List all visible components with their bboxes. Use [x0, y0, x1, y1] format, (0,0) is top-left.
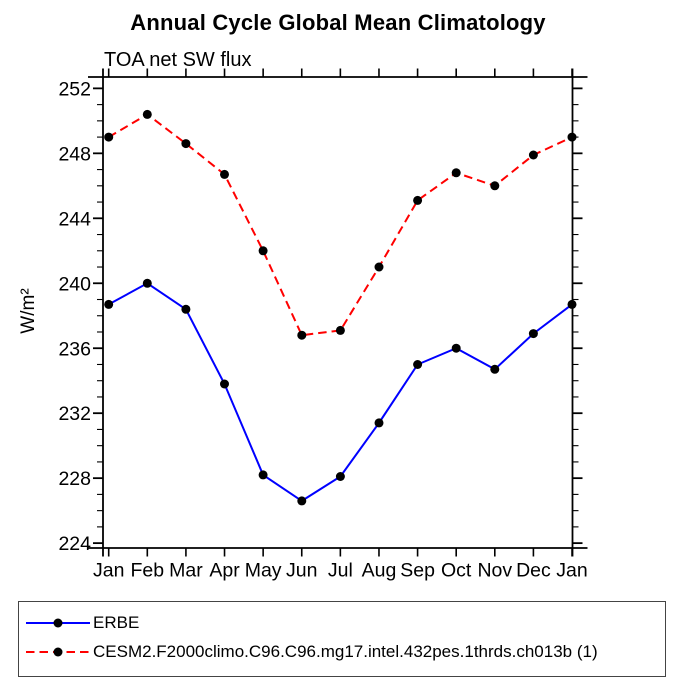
legend-item-cesm2: CESM2.F2000climo.C96.C96.mg17.intel.432p…: [25, 640, 598, 664]
y-axis-ticks: [93, 87, 583, 545]
plot-frame: [88, 68, 588, 557]
cesm2-line: [108, 113, 573, 337]
erbe-data-point-marker: [335, 472, 345, 481]
legend-item-erbe: ERBE: [25, 611, 139, 635]
x-tick-label: Feb: [131, 560, 165, 582]
erbe-data-point-marker: [413, 360, 423, 369]
y-tick-label: 228: [58, 468, 91, 490]
erbe-data-point-marker: [528, 329, 538, 339]
y-tick-label: 240: [58, 273, 91, 295]
chart-subtitle: TOA net SW flux: [104, 49, 252, 71]
x-tick-label: Dec: [516, 560, 551, 582]
cesm2-data-point-marker: [142, 109, 152, 119]
cesm2-data-point-marker: [258, 246, 268, 256]
x-tick-label: Nov: [477, 560, 512, 582]
series-markers: [104, 109, 577, 506]
cesm2-data-point-marker: [181, 139, 191, 149]
cesm2-data-point-marker: [104, 132, 114, 142]
erbe-data-point-marker: [142, 278, 152, 288]
cesm2-line-sample: [26, 647, 90, 657]
plot-area: 224 228 232 236 240 244 248 252 Jan Feb Mar Apr May…: [58, 68, 588, 582]
y-tick-label: 224: [58, 533, 91, 555]
legend: ERBE CESM2.F2000climo.C96.C96.mg17.intel…: [18, 601, 666, 677]
x-tick-label: Jan: [93, 560, 124, 582]
cesm2-data-point-marker: [220, 169, 229, 179]
erbe-data-point-marker: [374, 418, 384, 428]
erbe-data-point-marker: [451, 343, 461, 353]
cesm2-data-point-marker: [297, 330, 307, 340]
erbe-data-point-marker: [258, 470, 268, 480]
cesm2-data-point-marker: [528, 150, 538, 160]
y-tick-label: 232: [58, 403, 91, 425]
y-tick-label: 248: [58, 143, 91, 165]
cesm2-data-point-marker: [567, 132, 577, 142]
erbe-line: [108, 282, 573, 503]
x-tick-label: Mar: [169, 560, 203, 582]
x-tick-label: Apr: [209, 560, 240, 582]
cesm2-data-point-marker: [335, 325, 345, 335]
erbe-data-point-marker: [567, 299, 577, 309]
legend-label-erbe: ERBE: [93, 613, 140, 632]
erbe-data-point-marker: [490, 364, 500, 374]
legend-label-cesm2: CESM2.F2000climo.C96.C96.mg17.intel.432p…: [93, 642, 598, 661]
series-lines: [108, 113, 573, 503]
x-tick-label: Sep: [400, 560, 435, 582]
x-tick-label: Jan: [556, 560, 587, 582]
x-tick-label: Jul: [328, 560, 353, 582]
x-tick-label: Aug: [362, 560, 397, 582]
cesm2-data-point-marker: [490, 181, 500, 191]
erbe-data-point-marker: [220, 379, 229, 389]
y-tick-label: 252: [58, 78, 91, 100]
x-axis-ticks: [107, 68, 573, 557]
cesm2-data-point-marker: [413, 195, 423, 205]
x-tick-labels: Jan Feb Mar Apr May Jun Jul Aug Sep Oct Nov Dec Jan: [93, 560, 588, 582]
cesm2-data-point-marker: [374, 262, 384, 272]
x-tick-label: Oct: [441, 560, 472, 582]
y-tick-label: 236: [58, 338, 91, 360]
x-tick-label: May: [245, 560, 282, 582]
cesm2-data-point-marker: [451, 168, 461, 178]
erbe-data-point-marker: [297, 496, 307, 506]
chart-title: Annual Cycle Global Mean Climatology: [130, 10, 546, 35]
erbe-data-point-marker: [104, 299, 114, 309]
erbe-data-point-marker: [181, 304, 191, 314]
x-tick-label: Jun: [286, 560, 317, 582]
y-tick-labels: 224 228 232 236 240 244 248 252: [58, 78, 91, 555]
erbe-line-sample: [26, 618, 90, 628]
y-tick-label: 244: [58, 208, 91, 230]
